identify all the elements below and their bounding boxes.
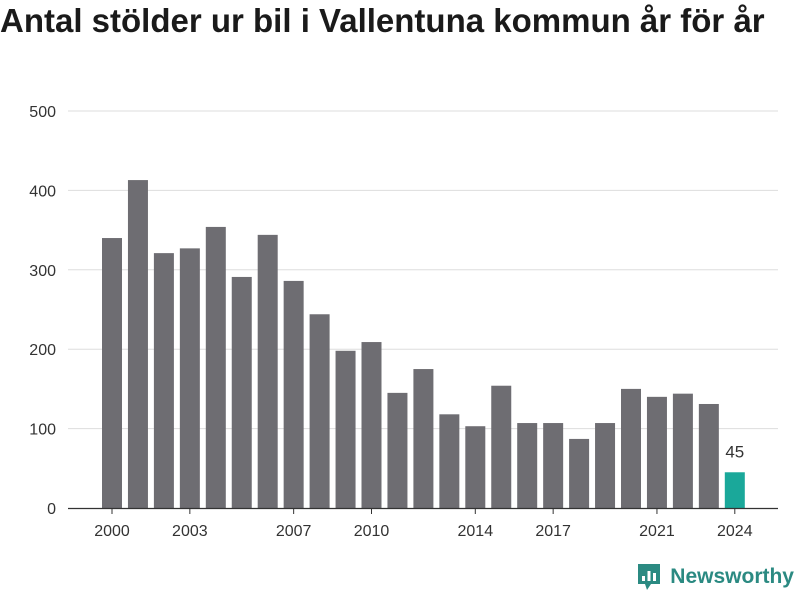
bar-2001 [127,180,148,508]
bar-2013 [439,414,460,508]
bar-2008 [309,314,330,508]
bar-2023 [698,403,719,508]
bar-2009 [335,350,356,508]
data-label-2024: 45 [725,442,744,461]
x-tick-label-2017: 2017 [535,523,571,540]
bar-2024 [724,472,745,508]
x-tick-label-2003: 2003 [172,523,208,540]
bar-chart-logo-icon [638,564,661,590]
bar-2012 [413,369,434,508]
bar-2020 [621,388,641,508]
bar-2018 [569,438,590,508]
y-tick-label-100: 100 [29,422,56,439]
bar-2015 [491,385,512,508]
x-tick-label-2024: 2024 [717,523,753,540]
bar-2004 [205,226,226,508]
newsworthy-brand: Newsworthy [636,562,794,592]
bar-2014 [465,426,486,508]
y-tick-label-300: 300 [29,263,56,280]
bar-2016 [517,423,538,508]
x-tick-label-2007: 2007 [276,523,312,540]
bar-2006 [257,234,278,508]
bar-2019 [595,423,616,508]
bar-2007 [283,280,304,508]
bar-2011 [387,392,408,508]
x-tick-label-2000: 2000 [94,523,130,540]
y-tick-label-0: 0 [47,501,56,518]
bar-2002 [153,253,174,508]
chart-title: Antal stölder ur bil i Vallentuna kommun… [0,2,765,39]
bar-2005 [231,276,252,508]
y-tick-label-400: 400 [29,183,56,200]
x-tick-label-2021: 2021 [639,523,675,540]
bar-2021 [646,396,667,508]
bar-2022 [672,393,693,508]
bar-2017 [543,423,564,508]
y-tick-label-200: 200 [29,342,56,359]
x-tick-label-2010: 2010 [354,523,390,540]
bar-2000 [102,238,122,509]
x-tick-label-2014: 2014 [458,523,494,540]
y-tick-label-500: 500 [29,104,56,121]
brand-name: Newsworthy [670,565,794,588]
bar-2010 [361,342,382,508]
bar-2003 [179,248,200,508]
